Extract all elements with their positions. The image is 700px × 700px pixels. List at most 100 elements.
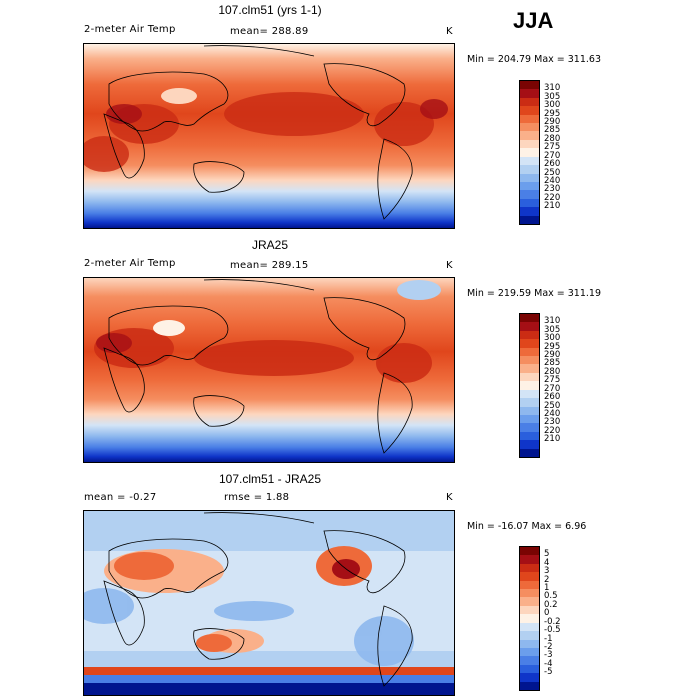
colorbar-swatch	[520, 181, 539, 191]
colorbar-swatch	[520, 339, 539, 349]
colorbar-swatch	[520, 647, 539, 657]
panel-3-title: 107.clm51 - JRA25	[218, 472, 322, 486]
colorbar-tick-label: 260	[544, 392, 561, 403]
colorbar-tick-label: 220	[544, 192, 561, 203]
colorbar-swatch	[520, 681, 539, 691]
colorbar-swatch	[520, 173, 539, 183]
colorbar-swatch	[520, 597, 539, 607]
colorbar-tick-label: 0.2	[544, 599, 558, 610]
colorbar-tick-label: 240	[544, 175, 561, 186]
colorbar-swatch	[520, 106, 539, 116]
colorbar-swatch	[520, 406, 539, 416]
colorbar-swatch	[520, 414, 539, 424]
colorbar-tick-label: 295	[544, 341, 561, 352]
colorbar-tick-label: 275	[544, 142, 561, 153]
colorbar-tick-label: 310	[544, 83, 561, 94]
colorbar-swatch	[520, 198, 539, 208]
colorbar-tick-label: 300	[544, 100, 561, 111]
colorbar-tick-label: 305	[544, 324, 561, 335]
colorbar-swatch	[520, 215, 539, 225]
panel-2-mean-label: mean= 289.15	[230, 260, 309, 271]
panel-1-title: 107.clm51 (yrs 1-1)	[218, 3, 322, 17]
colorbar-tick-label: 4	[544, 557, 550, 568]
colorbar-swatch	[520, 656, 539, 666]
panel-3-units: K	[446, 492, 453, 503]
colorbar-tick-label: 0.5	[544, 591, 558, 602]
colorbar-swatch	[520, 156, 539, 166]
colorbar-swatch	[520, 631, 539, 641]
colorbar-swatch	[520, 89, 539, 99]
colorbar-tick-label: 230	[544, 417, 561, 428]
panel-2-map-plot	[84, 278, 454, 462]
colorbar-swatch	[520, 190, 539, 200]
colorbar-swatch	[520, 614, 539, 624]
colorbar-swatch	[520, 622, 539, 632]
panel-1-map	[83, 43, 455, 229]
colorbar-tick-label: 1	[544, 583, 550, 594]
colorbar-tick-label: 300	[544, 333, 561, 344]
colorbar-tick-label: 270	[544, 150, 561, 161]
colorbar-tick-label: 240	[544, 408, 561, 419]
colorbar-swatch	[520, 555, 539, 565]
colorbar-swatch	[520, 372, 539, 382]
panel-3-map	[83, 510, 455, 696]
colorbar-swatch	[520, 639, 539, 649]
colorbar-swatch	[520, 97, 539, 107]
colorbar-swatch	[520, 547, 539, 556]
colorbar-swatch	[520, 431, 539, 441]
panel-1-units: K	[446, 26, 453, 37]
panel-2-map	[83, 277, 455, 463]
colorbar-swatch	[520, 139, 539, 149]
colorbar-tick-label: 210	[544, 201, 561, 212]
colorbar-tick-label: 285	[544, 358, 561, 369]
colorbar-tick-label: 230	[544, 184, 561, 195]
colorbar-tick-label: 295	[544, 108, 561, 119]
colorbar-swatch	[520, 448, 539, 458]
colorbar-tick-label: -1	[544, 633, 553, 644]
colorbar-tick-label: -5	[544, 667, 553, 678]
colorbar-tick-label: 285	[544, 125, 561, 136]
colorbar-tick-label: 260	[544, 159, 561, 170]
panel-1-stats: Min = 204.79 Max = 311.63	[467, 54, 601, 65]
colorbar-tick-label: 0	[544, 608, 550, 619]
panel-2-colorbar	[519, 313, 540, 458]
colorbar-tick-label: 290	[544, 350, 561, 361]
colorbar-swatch	[520, 381, 539, 391]
colorbar-tick-label: 310	[544, 316, 561, 327]
panel-1-colorbar	[519, 80, 540, 225]
colorbar-swatch	[520, 314, 539, 323]
panel-3-colorbar	[519, 546, 540, 691]
colorbar-swatch	[520, 589, 539, 598]
panel-2-variable-label: 2-meter Air Temp	[84, 258, 176, 269]
colorbar-swatch	[520, 563, 539, 573]
colorbar-swatch	[520, 148, 539, 158]
panel-1-mean-label: mean= 288.89	[230, 26, 309, 37]
colorbar-swatch	[520, 664, 539, 674]
panel-3-rmse-label: rmse = 1.88	[224, 492, 290, 503]
panel-2-units: K	[446, 260, 453, 271]
colorbar-swatch	[520, 322, 539, 332]
colorbar-tick-label: 3	[544, 566, 550, 577]
colorbar-tick-label: 210	[544, 434, 561, 445]
panel-3-stats: Min = -16.07 Max = 6.96	[467, 521, 587, 532]
colorbar-swatch	[520, 605, 539, 615]
colorbar-tick-label: -0.5	[544, 625, 561, 636]
colorbar-swatch	[520, 356, 539, 365]
panel-1-map-plot	[84, 44, 454, 228]
panel-3-mean-label: mean = -0.27	[84, 492, 157, 503]
colorbar-tick-label: 250	[544, 400, 561, 411]
colorbar-swatch	[520, 423, 539, 433]
colorbar-swatch	[520, 673, 539, 683]
colorbar-swatch	[520, 81, 539, 90]
colorbar-tick-label: 305	[544, 91, 561, 102]
colorbar-tick-label: 250	[544, 167, 561, 178]
colorbar-swatch	[520, 389, 539, 399]
colorbar-swatch	[520, 114, 539, 124]
panel-2-title: JRA25	[251, 238, 289, 252]
colorbar-swatch	[520, 123, 539, 132]
colorbar-tick-label: 290	[544, 117, 561, 128]
colorbar-swatch	[520, 347, 539, 357]
colorbar-swatch	[520, 398, 539, 408]
colorbar-swatch	[520, 207, 539, 217]
colorbar-tick-label: 2	[544, 574, 550, 585]
